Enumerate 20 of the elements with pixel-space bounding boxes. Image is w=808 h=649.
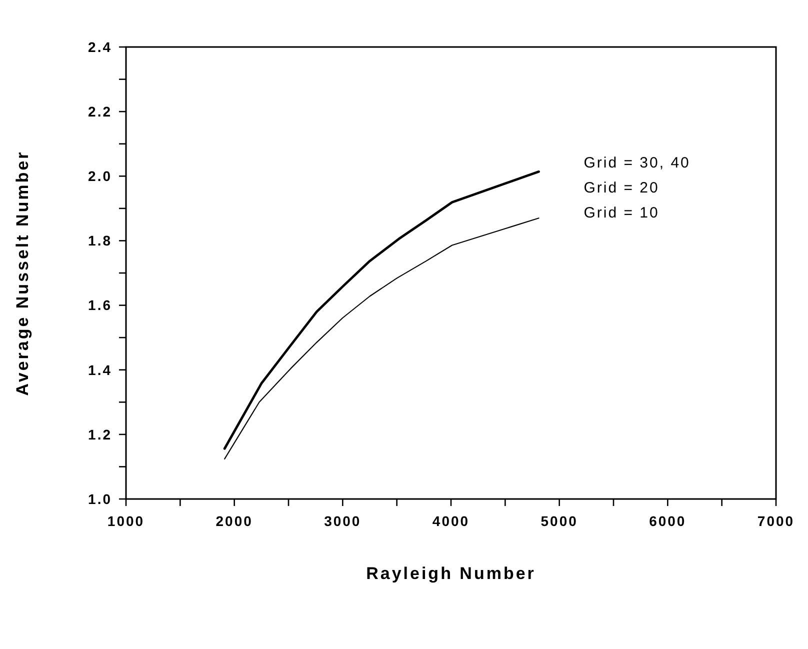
y-tick-label: 2.0 — [88, 168, 112, 184]
y-tick-label: 1.4 — [88, 362, 112, 378]
x-tick-label: 7000 — [757, 513, 795, 529]
x-tick-label: 5000 — [540, 513, 578, 529]
x-tick-label: 2000 — [216, 513, 253, 529]
x-tick-label: 4000 — [432, 513, 470, 529]
text: Grid = 20 — [584, 179, 660, 196]
x-axis-title: Rayleigh Number — [366, 564, 536, 583]
y-tick-label: 2.4 — [88, 38, 112, 55]
y-axis-title: Average Nusselt Number — [13, 150, 32, 396]
y-tick-label: 2.2 — [88, 103, 112, 120]
text: Grid = 30, 40 — [584, 154, 690, 172]
y-tick-label: 1.6 — [88, 297, 112, 314]
text: Grid = 10 — [584, 204, 660, 222]
x-tick-label: 1000 — [107, 513, 145, 529]
x-tick-label: 3000 — [324, 513, 362, 529]
y-tick-label: 1.2 — [88, 426, 112, 442]
y-tick-label: 1.0 — [88, 490, 112, 507]
x-tick-label: 6000 — [649, 513, 686, 529]
y-tick-label: 1.8 — [88, 232, 112, 249]
